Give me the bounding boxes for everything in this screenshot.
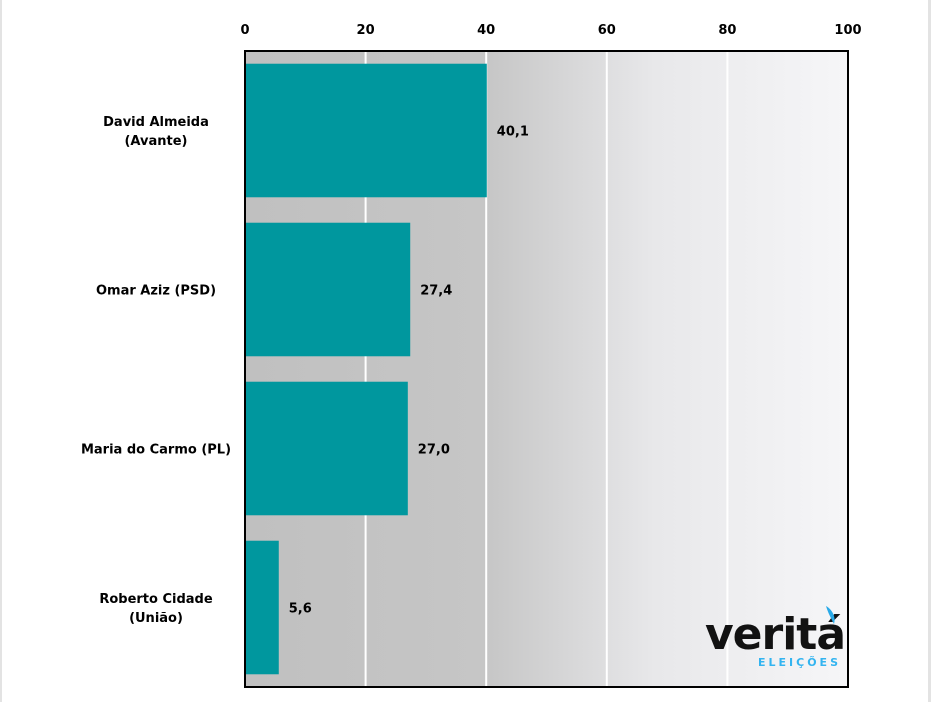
bar-0 [245, 63, 487, 198]
value-label-1: 27,4 [420, 284, 452, 299]
value-label-3: 5,6 [289, 602, 312, 617]
x-axis-ticks: 0 20 40 60 80 100 [240, 23, 861, 38]
plot-border [244, 50, 849, 688]
bar-1 [245, 222, 411, 357]
x-tick-label-5: 100 [834, 23, 861, 38]
x-tick-label-2: 40 [477, 23, 495, 38]
bar-2 [245, 381, 408, 516]
frame-right-border [928, 0, 931, 702]
value-label-2: 27,0 [418, 443, 450, 458]
x-tick-label-3: 60 [598, 23, 616, 38]
logo-accent-icon [826, 606, 835, 624]
category-label-3-line-1: (União) [129, 611, 183, 626]
category-label-0-line-0: David Almeida [103, 115, 209, 130]
value-label-0: 40,1 [497, 125, 529, 140]
logo-wordmark: veritá [705, 609, 845, 660]
category-label-3-line-0: Roberto Cidade [99, 592, 213, 607]
frame-left-border [0, 0, 2, 702]
value-labels: 40,1 27,4 27,0 5,6 [289, 125, 529, 617]
category-label-2-line-0: Maria do Carmo (PL) [81, 443, 231, 458]
x-tick-label-1: 20 [357, 23, 375, 38]
category-label-0-line-1: (Avante) [124, 134, 187, 149]
verita-eleicoes-logo: veritá ELEIÇÕES [705, 606, 846, 669]
logo-subtext: ELEIÇÕES [758, 656, 841, 669]
category-labels: David Almeida (Avante) Omar Aziz (PSD) Mari… [81, 115, 231, 626]
category-label-1-line-0: Omar Aziz (PSD) [96, 284, 216, 299]
x-tick-label-0: 0 [240, 23, 249, 38]
bars [245, 63, 487, 675]
x-tick-label-4: 80 [718, 23, 736, 38]
bar-3 [245, 540, 279, 675]
